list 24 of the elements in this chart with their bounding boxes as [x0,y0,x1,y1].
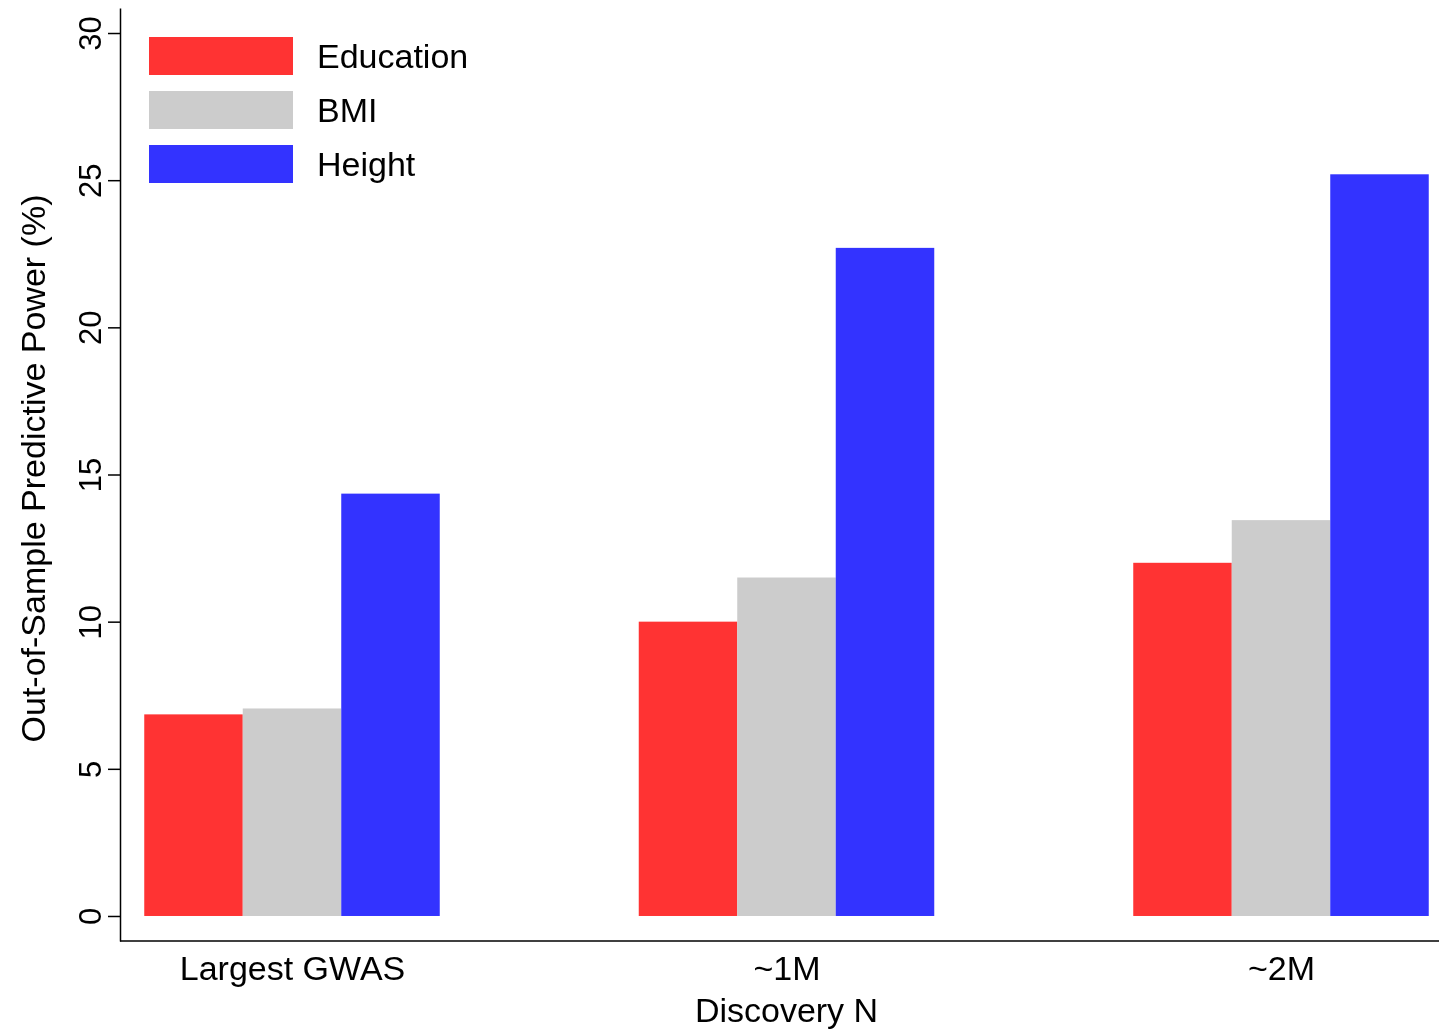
y-tick-label: 0 [72,907,108,926]
bar [1330,174,1429,916]
y-tick-label: 15 [72,457,108,493]
y-tick-label: 25 [72,163,108,198]
x-tick-label: Largest GWAS [179,948,406,987]
bar [835,247,935,916]
y-tick-label: 20 [72,310,108,346]
bar [1231,520,1331,916]
bar [1133,562,1232,916]
x-tick-label: ~1M [753,948,821,987]
y-tick-label: 30 [72,16,108,51]
legend-label: Education [317,36,469,75]
legend-label: BMI [317,90,378,129]
bar [242,708,342,916]
bar [737,577,836,916]
bar [341,493,440,916]
y-axis-title: Out-of-Sample Predictive Power (%) [14,194,52,743]
bar [638,621,738,916]
y-tick-label: 10 [72,604,108,640]
x-tick-label: ~2M [1247,948,1316,987]
x-axis-title: Discovery N [694,991,879,1029]
bar [144,714,243,916]
legend-label: Height [317,144,416,183]
y-tick-label: 5 [72,760,108,778]
